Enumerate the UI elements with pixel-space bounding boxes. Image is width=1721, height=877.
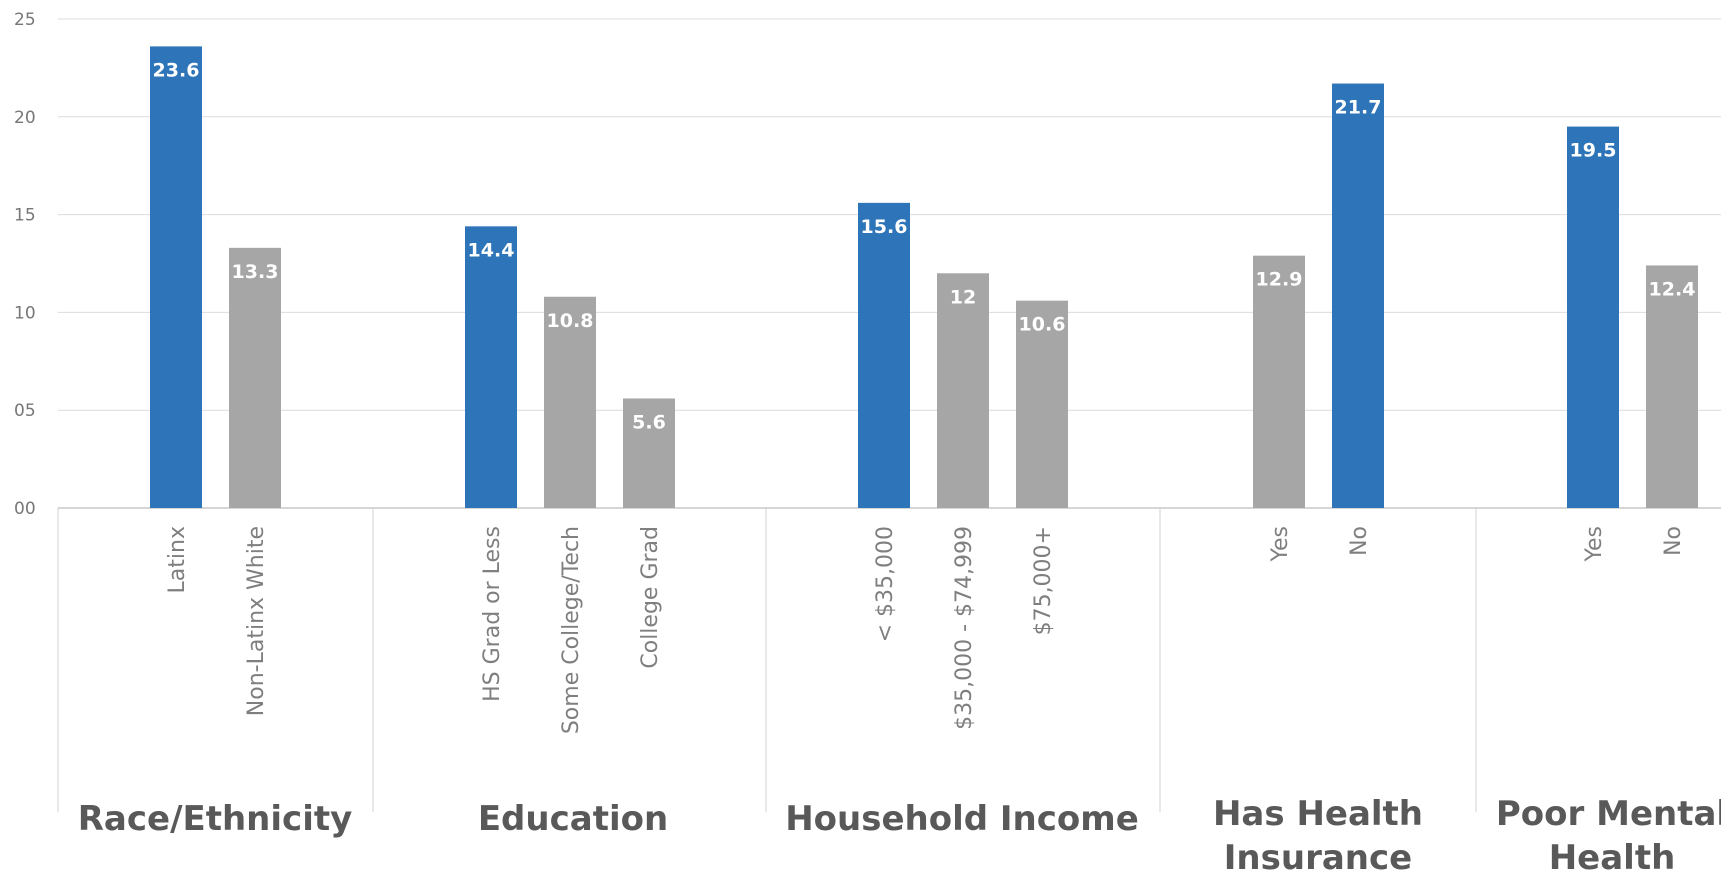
x-tick-label: Yes: [1582, 526, 1607, 563]
x-tick-label: Latinx: [165, 526, 190, 593]
data-label: 5.6: [632, 411, 666, 433]
y-tick-label: 25: [14, 10, 36, 30]
y-axis-ticks: 00 05 10 15 20 25: [14, 10, 36, 519]
data-label: 23.6: [153, 59, 200, 81]
category-labels: Latinx Non-Latinx White HS Grad or Less Som…: [165, 526, 1686, 734]
data-label: 12: [950, 286, 976, 308]
bar: [1646, 265, 1698, 508]
group-label: Education: [478, 799, 668, 839]
bar: [465, 226, 517, 508]
x-tick-label: No: [1347, 526, 1372, 556]
bar: [937, 273, 989, 508]
data-label: 15.6: [861, 216, 908, 238]
group-separators: [57, 508, 1477, 812]
bar: [858, 202, 910, 508]
group-label: Health: [1549, 838, 1676, 877]
x-tick-label: No: [1661, 526, 1686, 556]
group-label: Race/Ethnicity: [78, 799, 353, 839]
value-labels: 23.6 13.3 14.4 10.8 5.6 15.6 12 10.6 12.9 21.7 19.…: [153, 59, 1696, 433]
bar: [1332, 83, 1384, 508]
data-label: 13.3: [232, 261, 279, 283]
data-label: 10.6: [1019, 314, 1066, 336]
x-tick-label: College Grad: [638, 526, 663, 669]
bar: [1016, 300, 1068, 508]
bar: [1253, 255, 1305, 508]
data-label: 12.4: [1649, 278, 1696, 300]
y-tick-label: 20: [14, 108, 36, 128]
x-tick-label: HS Grad or Less: [480, 526, 505, 702]
x-tick-label: $75,000+: [1031, 526, 1056, 635]
data-label: 10.8: [547, 310, 594, 332]
x-tick-label: < $35,000: [873, 526, 898, 642]
data-label: 19.5: [1570, 140, 1617, 162]
bar: [150, 46, 202, 508]
group-label: Has Health: [1213, 794, 1423, 834]
data-label: 14.4: [468, 239, 515, 261]
x-tick-label: Non-Latinx White: [244, 526, 269, 716]
y-tick-label: 15: [14, 206, 36, 226]
bar: [544, 296, 596, 508]
bars: [150, 46, 1698, 509]
y-tick-label: 05: [14, 401, 36, 421]
bar: [623, 398, 675, 508]
group-label: Poor Mental: [1496, 794, 1721, 834]
group-labels: Race/Ethnicity Education Household Income H…: [78, 794, 1721, 877]
bar: [1567, 126, 1619, 508]
x-tick-label: Yes: [1268, 526, 1293, 563]
bar: [229, 247, 281, 509]
x-tick-label: Some College/Tech: [559, 526, 584, 734]
data-label: 21.7: [1335, 97, 1382, 119]
data-label: 12.9: [1256, 269, 1303, 291]
y-tick-label: 00: [14, 499, 36, 519]
x-tick-label: $35,000 - $74,999: [952, 526, 977, 730]
group-label: Insurance: [1224, 838, 1412, 877]
y-tick-label: 10: [14, 303, 36, 323]
group-label: Household Income: [785, 799, 1139, 839]
